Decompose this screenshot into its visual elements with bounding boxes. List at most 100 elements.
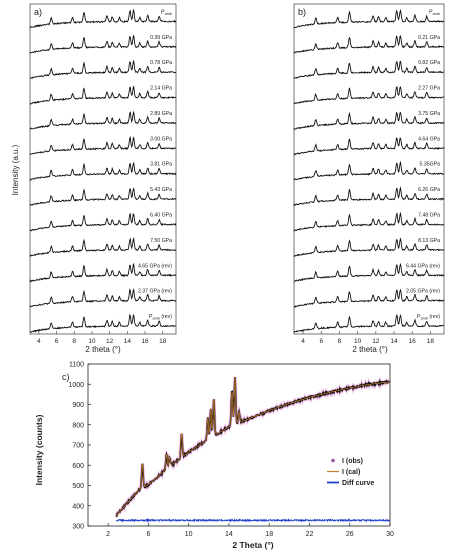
panel-b: b) 2 theta (°) Pamb (rev) 2.05 GPa (rev) 6… xyxy=(293,3,445,354)
series-label: 6.26 GPa xyxy=(418,187,440,193)
series-trace xyxy=(293,186,445,206)
panel-a-series-labels: Pamb (rev) 2.37 GPa (rev) 4.65 GPa (rev) 7.… xyxy=(138,9,172,320)
series-trace xyxy=(29,110,177,130)
series-trace xyxy=(29,34,177,54)
panel-b-frame xyxy=(293,3,445,335)
series-label: 5.35GPa xyxy=(420,162,441,168)
x-tick-label: 6 xyxy=(55,338,59,345)
panel-b-label: b) xyxy=(298,7,306,17)
series-trace xyxy=(29,8,177,29)
y-tick-label: 300 xyxy=(72,524,84,531)
x-tick-label: 22 xyxy=(306,531,314,538)
panel-b-x-ticks: 4 6 8 10 12 14 16 18 xyxy=(301,331,434,345)
y-tick-label: 800 xyxy=(72,422,84,429)
series-label: 7.50 GPa xyxy=(150,238,172,244)
series-label: 0.78 GPa xyxy=(150,60,172,66)
x-tick-label: 14 xyxy=(225,531,233,538)
x-tick-label: 12 xyxy=(106,338,114,345)
series-label: Pamb xyxy=(161,9,172,16)
y-tick-label: 1000 xyxy=(68,382,84,389)
series-label: 4.65 GPa (rev) xyxy=(138,263,172,269)
x-tick-label: 8 xyxy=(72,338,76,345)
series-label: 2.27 GPa xyxy=(418,86,440,92)
series-label: 8.13 GPa xyxy=(418,238,440,244)
x-tick-label: 2 xyxy=(106,531,110,538)
series-label: 0.21 GPa xyxy=(418,35,440,41)
legend-marker-obs xyxy=(331,458,335,463)
series-label: 5.43 GPa xyxy=(150,187,172,193)
series-trace xyxy=(29,85,177,105)
panel-c-plot xyxy=(114,375,392,523)
series-cal xyxy=(115,377,391,517)
series-trace xyxy=(293,137,445,156)
series-label: Pamb (rev) xyxy=(417,314,440,321)
x-tick-label: 8 xyxy=(338,338,342,345)
panel-c-x-label: 2 Theta (°) xyxy=(232,540,273,550)
series-trace xyxy=(293,237,444,257)
x-tick-label: 10 xyxy=(88,338,96,345)
series-trace xyxy=(293,86,445,105)
series-obs xyxy=(115,376,391,518)
series-trace xyxy=(293,314,444,333)
series-trace xyxy=(293,111,445,130)
x-tick-label: 4 xyxy=(301,338,305,345)
legend-entry: I (obs) xyxy=(342,458,363,465)
series-label: 2.89 GPa xyxy=(150,111,172,117)
series-label: 3.81 GPa xyxy=(150,162,172,168)
x-tick-label: 6 xyxy=(146,531,150,538)
panel-c: c) Intensity (counts) 2 Theta (°) 300 400… xyxy=(34,362,394,550)
series-label: Pamb (rev) xyxy=(149,314,172,321)
panel-b-traces xyxy=(293,8,445,333)
x-tick-label: 16 xyxy=(409,338,417,345)
x-tick-label: 30 xyxy=(386,531,394,538)
panel-a-frame xyxy=(29,3,177,335)
series-label: Pamb xyxy=(429,9,440,16)
panel-c-label: c) xyxy=(62,372,70,382)
series-label: 2.14 GPa xyxy=(150,86,172,92)
panel-a-y-label: Intensity (a.u.) xyxy=(11,144,20,195)
series-label: 3.75 GPa xyxy=(418,111,440,117)
series-label: 0.39 GPa xyxy=(150,35,172,41)
series-label: 6.44 GPa (rev) xyxy=(406,263,440,269)
series-label: 6.40 GPa xyxy=(150,213,172,219)
x-tick-label: 6 xyxy=(319,338,323,345)
y-tick-label: 900 xyxy=(72,402,84,409)
x-tick-label: 4 xyxy=(37,338,41,345)
series-trace xyxy=(29,59,177,80)
series-diff xyxy=(115,517,391,523)
x-tick-label: 10 xyxy=(354,338,362,345)
panel-b-x-label: 2 theta (°) xyxy=(352,345,388,354)
series-trace xyxy=(293,160,445,181)
panel-c-legend: I (obs) I (cal) Diff curve xyxy=(327,458,374,487)
series-trace xyxy=(29,135,177,156)
y-tick-label: 500 xyxy=(72,483,84,490)
series-label: 4.64 GPa xyxy=(418,136,440,142)
panel-a-x-ticks: 4 6 8 10 12 14 16 18 xyxy=(37,331,167,345)
series-trace xyxy=(29,288,177,308)
series-trace xyxy=(293,8,445,29)
x-tick-label: 26 xyxy=(346,531,354,538)
series-trace xyxy=(293,288,445,308)
panel-c-y-label: Intensity (counts) xyxy=(34,414,44,485)
series-trace xyxy=(293,211,445,232)
series-trace xyxy=(293,60,445,80)
x-tick-label: 14 xyxy=(390,338,398,345)
panel-a-x-label: 2 theta (°) xyxy=(85,345,121,354)
x-tick-label: 18 xyxy=(159,338,167,345)
series-trace xyxy=(29,212,177,232)
legend-entry: I (cal) xyxy=(342,469,360,476)
series-label: 0.82 GPa xyxy=(418,60,440,66)
series-trace xyxy=(29,237,177,257)
series-trace xyxy=(29,262,177,283)
series-label: 3.00 GPa xyxy=(150,136,172,142)
series-label: 7.48 GPa xyxy=(418,213,440,219)
x-tick-label: 18 xyxy=(427,338,435,345)
y-tick-label: 700 xyxy=(72,443,84,450)
y-tick-label: 600 xyxy=(72,463,84,470)
series-label: 2.05 GPa (rev) xyxy=(406,289,440,295)
x-tick-label: 12 xyxy=(372,338,380,345)
y-tick-label: 400 xyxy=(72,503,84,510)
series-trace xyxy=(29,187,177,206)
